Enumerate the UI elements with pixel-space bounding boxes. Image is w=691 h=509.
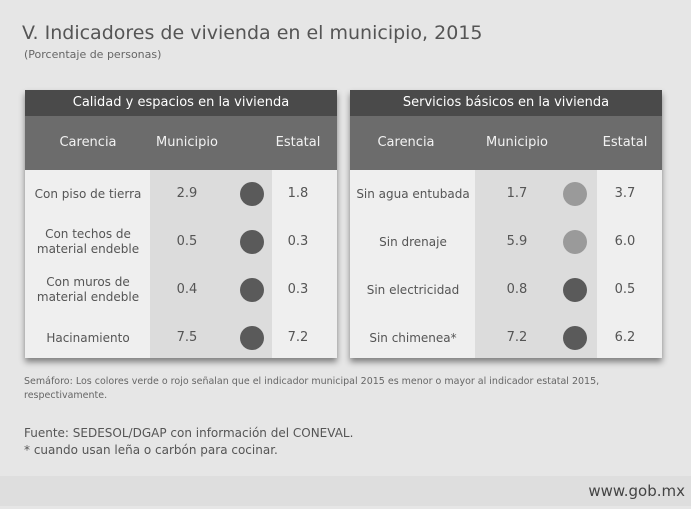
source: Fuente: SEDESOL/DGAP con información del… (24, 426, 354, 440)
subtitle: (Porcentaje de personas) (24, 48, 162, 61)
municipio-value: 2.9 (176, 186, 198, 201)
title: V. Indicadores de vivienda en el municip… (22, 22, 483, 44)
municipio-value: 7.5 (176, 330, 198, 345)
estatal-value: 7.2 (287, 330, 309, 345)
table-row: Sin agua entubada 1.7 3.7 (350, 170, 662, 218)
table-row: Hacinamiento 7.5 7.2 (25, 314, 337, 362)
carencia: Con muros de material endeble (36, 275, 140, 304)
table-row: Sin electricidad 0.8 0.5 (350, 266, 662, 314)
municipio-value: 0.8 (506, 282, 528, 297)
table-row: Con techos de material endeble 0.5 0.3 (25, 218, 337, 266)
estatal-value: 6.2 (614, 330, 636, 345)
table-row: Con muros de material endeble 0.4 0.3 (25, 266, 337, 314)
footer-bar (0, 476, 691, 506)
estatal-value: 3.7 (614, 186, 636, 201)
semaforo-dot (240, 326, 264, 350)
column-header: Carencia (377, 135, 435, 150)
table-title: Servicios básicos en la vivienda (350, 90, 662, 116)
estatal-value: 0.3 (287, 282, 309, 297)
semaforo-dot (563, 230, 587, 254)
municipio-value: 5.9 (506, 234, 528, 249)
semaforo-dot (563, 278, 587, 302)
carencia: Hacinamiento (46, 330, 130, 345)
municipio-value: 1.7 (506, 186, 528, 201)
carencia: Sin chimenea* (369, 330, 457, 345)
carencia: Sin electricidad (366, 282, 460, 297)
semaforo-dot (563, 182, 587, 206)
carencia: Sin agua entubada (356, 186, 470, 201)
semaforo-dot (563, 326, 587, 350)
footnote: * cuando usan leña o carbón para cocinar… (24, 443, 278, 457)
semaforo-note: Semáforo: Los colores verde o rojo señal… (24, 376, 600, 401)
municipio-value: 0.4 (176, 282, 198, 297)
table-title: Calidad y espacios en la vivienda (25, 90, 337, 116)
carencia: Con techos de material endeble (36, 227, 140, 256)
table-panel: Calidad y espacios en la vivienda Carenci… (25, 90, 337, 358)
column-header: Municipio (486, 135, 548, 150)
semaforo-dot (240, 230, 264, 254)
table-row: Sin drenaje 5.9 6.0 (350, 218, 662, 266)
carencia: Sin drenaje (379, 234, 447, 249)
municipio-value: 7.2 (506, 330, 528, 345)
column-header: Municipio (156, 135, 218, 150)
table-row: Con piso de tierra 2.9 1.8 (25, 170, 337, 218)
semaforo-dot (240, 182, 264, 206)
carencia: Con piso de tierra (34, 186, 142, 201)
column-header: Estatal (275, 135, 321, 150)
estatal-value: 0.5 (614, 282, 636, 297)
column-header-row: Carencia Municipio Estatal (25, 116, 337, 170)
url: www.gob.mx (588, 482, 685, 500)
column-header-row: Carencia Municipio Estatal (350, 116, 662, 170)
estatal-value: 0.3 (287, 234, 309, 249)
municipio-value: 0.5 (176, 234, 198, 249)
table-panel: Servicios básicos en la vivienda Carencia… (350, 90, 662, 358)
table-row: Sin chimenea* 7.2 6.2 (350, 314, 662, 362)
semaforo-dot (240, 278, 264, 302)
estatal-value: 1.8 (287, 186, 309, 201)
estatal-value: 6.0 (614, 234, 636, 249)
column-header: Carencia (59, 135, 117, 150)
column-header: Estatal (602, 135, 648, 150)
